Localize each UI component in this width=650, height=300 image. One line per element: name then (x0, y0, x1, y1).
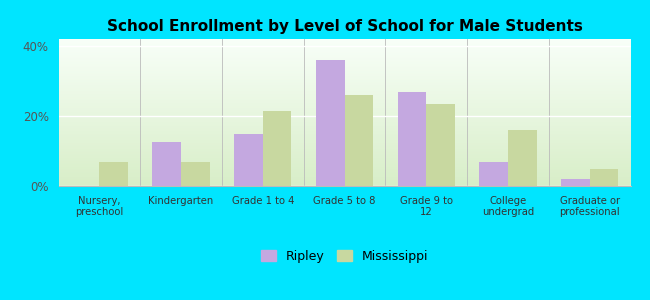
Bar (508, 130, 536, 186)
Bar (479, 161, 508, 186)
Bar (344, 95, 373, 186)
Bar (263, 111, 291, 186)
Bar (153, 142, 181, 186)
Bar (99, 161, 128, 186)
Legend: Ripley, Mississippi: Ripley, Mississippi (255, 245, 434, 268)
Bar (234, 134, 263, 186)
Bar (590, 169, 618, 186)
Bar (398, 92, 426, 186)
Title: School Enrollment by Level of School for Male Students: School Enrollment by Level of School for… (107, 19, 582, 34)
Bar (181, 161, 210, 186)
Bar (426, 104, 455, 186)
Bar (561, 179, 590, 186)
Bar (316, 60, 344, 186)
